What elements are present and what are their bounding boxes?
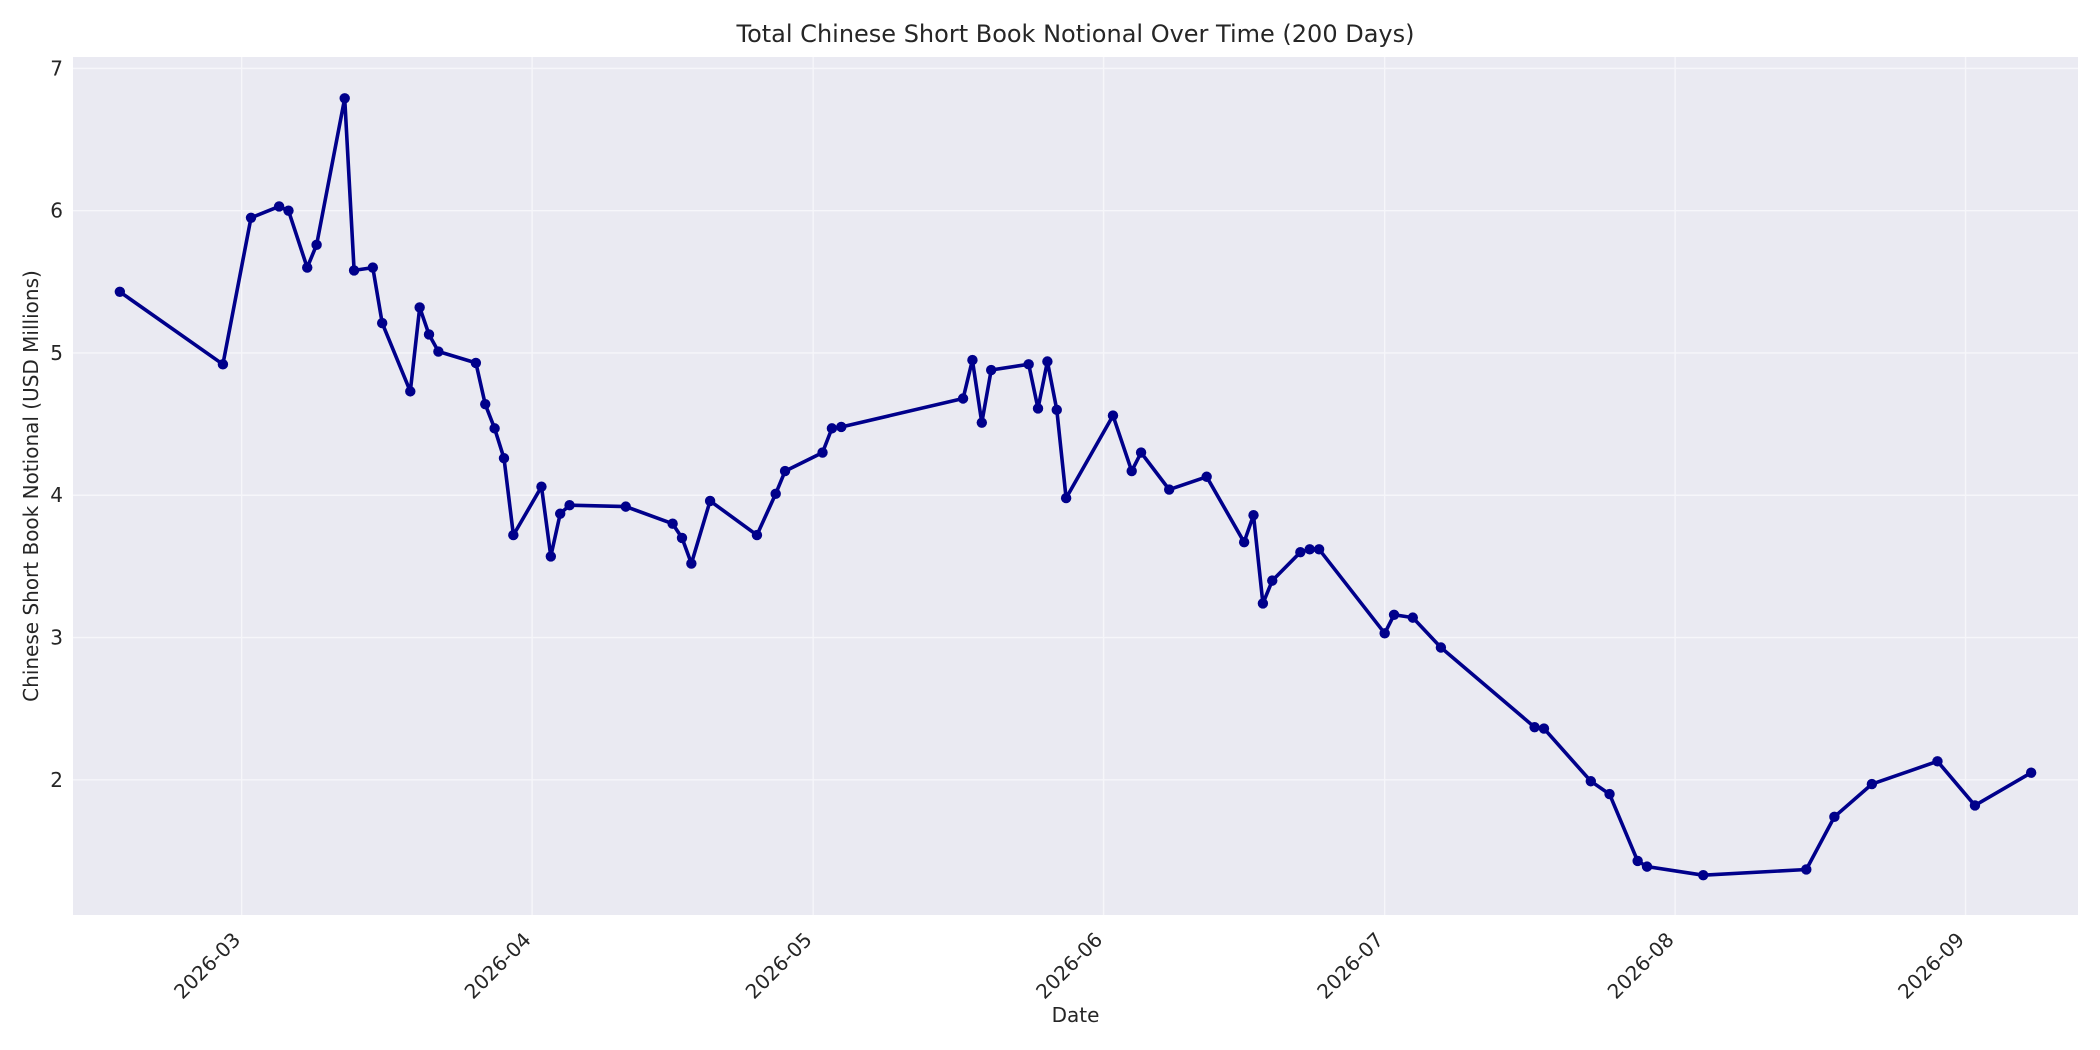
data-point [414, 302, 425, 313]
x-tick-label: 2026-09 [1893, 928, 1969, 1004]
chart-title: Total Chinese Short Book Notional Over T… [736, 20, 1415, 48]
data-point [554, 508, 566, 519]
data-point [985, 364, 997, 376]
data-point [1257, 598, 1269, 609]
data-point [217, 359, 229, 370]
data-point [1135, 447, 1147, 458]
data-point [283, 205, 294, 216]
data-point [1032, 403, 1044, 414]
data-point [1698, 869, 1709, 881]
y-tick-label: 4 [50, 483, 63, 507]
data-point [1801, 864, 1812, 875]
series [114, 93, 2037, 881]
grid [73, 57, 2078, 915]
data-point [1201, 471, 1212, 482]
data-point [1060, 492, 1072, 504]
data-point [423, 329, 435, 340]
data-point [536, 481, 547, 492]
data-point [348, 265, 360, 276]
x-tick-label: 2026-06 [1031, 928, 1107, 1004]
data-point [470, 357, 482, 369]
data-point [667, 518, 678, 529]
data-point [1023, 359, 1034, 370]
data-point [480, 398, 491, 410]
data-point [1295, 546, 1306, 558]
x-tick-label: 2026-04 [460, 928, 536, 1004]
data-point [1641, 861, 1653, 872]
data-point [1529, 721, 1540, 733]
data-point [1313, 544, 1325, 555]
data-point [817, 447, 828, 458]
data-point [676, 532, 688, 544]
data-point [302, 262, 313, 273]
data-point [1042, 356, 1053, 367]
data-point [1107, 410, 1119, 421]
data-point [1604, 788, 1615, 800]
data-point [1163, 484, 1175, 495]
data-point [273, 201, 285, 212]
data-point [311, 239, 322, 251]
data-point [376, 317, 388, 329]
y-tick-label: 7 [50, 56, 63, 80]
data-point [686, 558, 697, 569]
data-point [1866, 778, 1878, 790]
data-point [1248, 509, 1259, 521]
data-point [1379, 628, 1390, 639]
data-point [545, 551, 557, 562]
data-point [836, 421, 847, 433]
data-point [1632, 855, 1643, 867]
data-point [489, 423, 500, 434]
data-point [1932, 756, 1943, 767]
data-point [564, 500, 575, 511]
data-point [1388, 609, 1400, 620]
data-point [1051, 404, 1062, 416]
y-tick-label: 2 [50, 768, 63, 792]
data-point [114, 286, 126, 297]
data-point [245, 212, 257, 223]
data-point [1126, 465, 1137, 477]
data-point [967, 354, 978, 366]
y-tick-label: 3 [50, 626, 63, 650]
data-point [1267, 575, 1278, 586]
x-tick-label: 2026-05 [741, 928, 817, 1004]
data-point [1238, 537, 1250, 548]
data-point [2025, 767, 2037, 778]
data-point [405, 386, 416, 397]
data-point [1538, 723, 1550, 734]
data-point [704, 495, 716, 507]
data-point [770, 488, 781, 500]
plot-area [73, 57, 2078, 915]
data-point [1829, 811, 1840, 823]
data-point [498, 453, 510, 464]
data-point [367, 262, 379, 273]
data-point [826, 423, 838, 434]
y-tick-label: 5 [50, 341, 63, 365]
data-point [1407, 612, 1418, 623]
y-axis-label: Chinese Short Book Notional (USD Million… [19, 270, 43, 702]
data-point [339, 93, 350, 104]
data-point [433, 346, 444, 357]
data-point [957, 393, 969, 404]
data-point [751, 529, 763, 541]
data-point [1435, 642, 1447, 653]
x-tick-label: 2026-08 [1603, 928, 1679, 1004]
data-point [508, 529, 519, 541]
x-axis-label: Date [1052, 1003, 1100, 1027]
data-point [1585, 776, 1597, 787]
data-point [620, 501, 631, 512]
data-point [779, 465, 791, 477]
data-point [1304, 544, 1315, 555]
x-tick-label: 2026-03 [169, 928, 245, 1004]
data-point [976, 417, 988, 428]
x-tick-label: 2026-07 [1312, 928, 1388, 1004]
data-point [1969, 800, 1981, 811]
y-tick-label: 6 [50, 199, 63, 223]
